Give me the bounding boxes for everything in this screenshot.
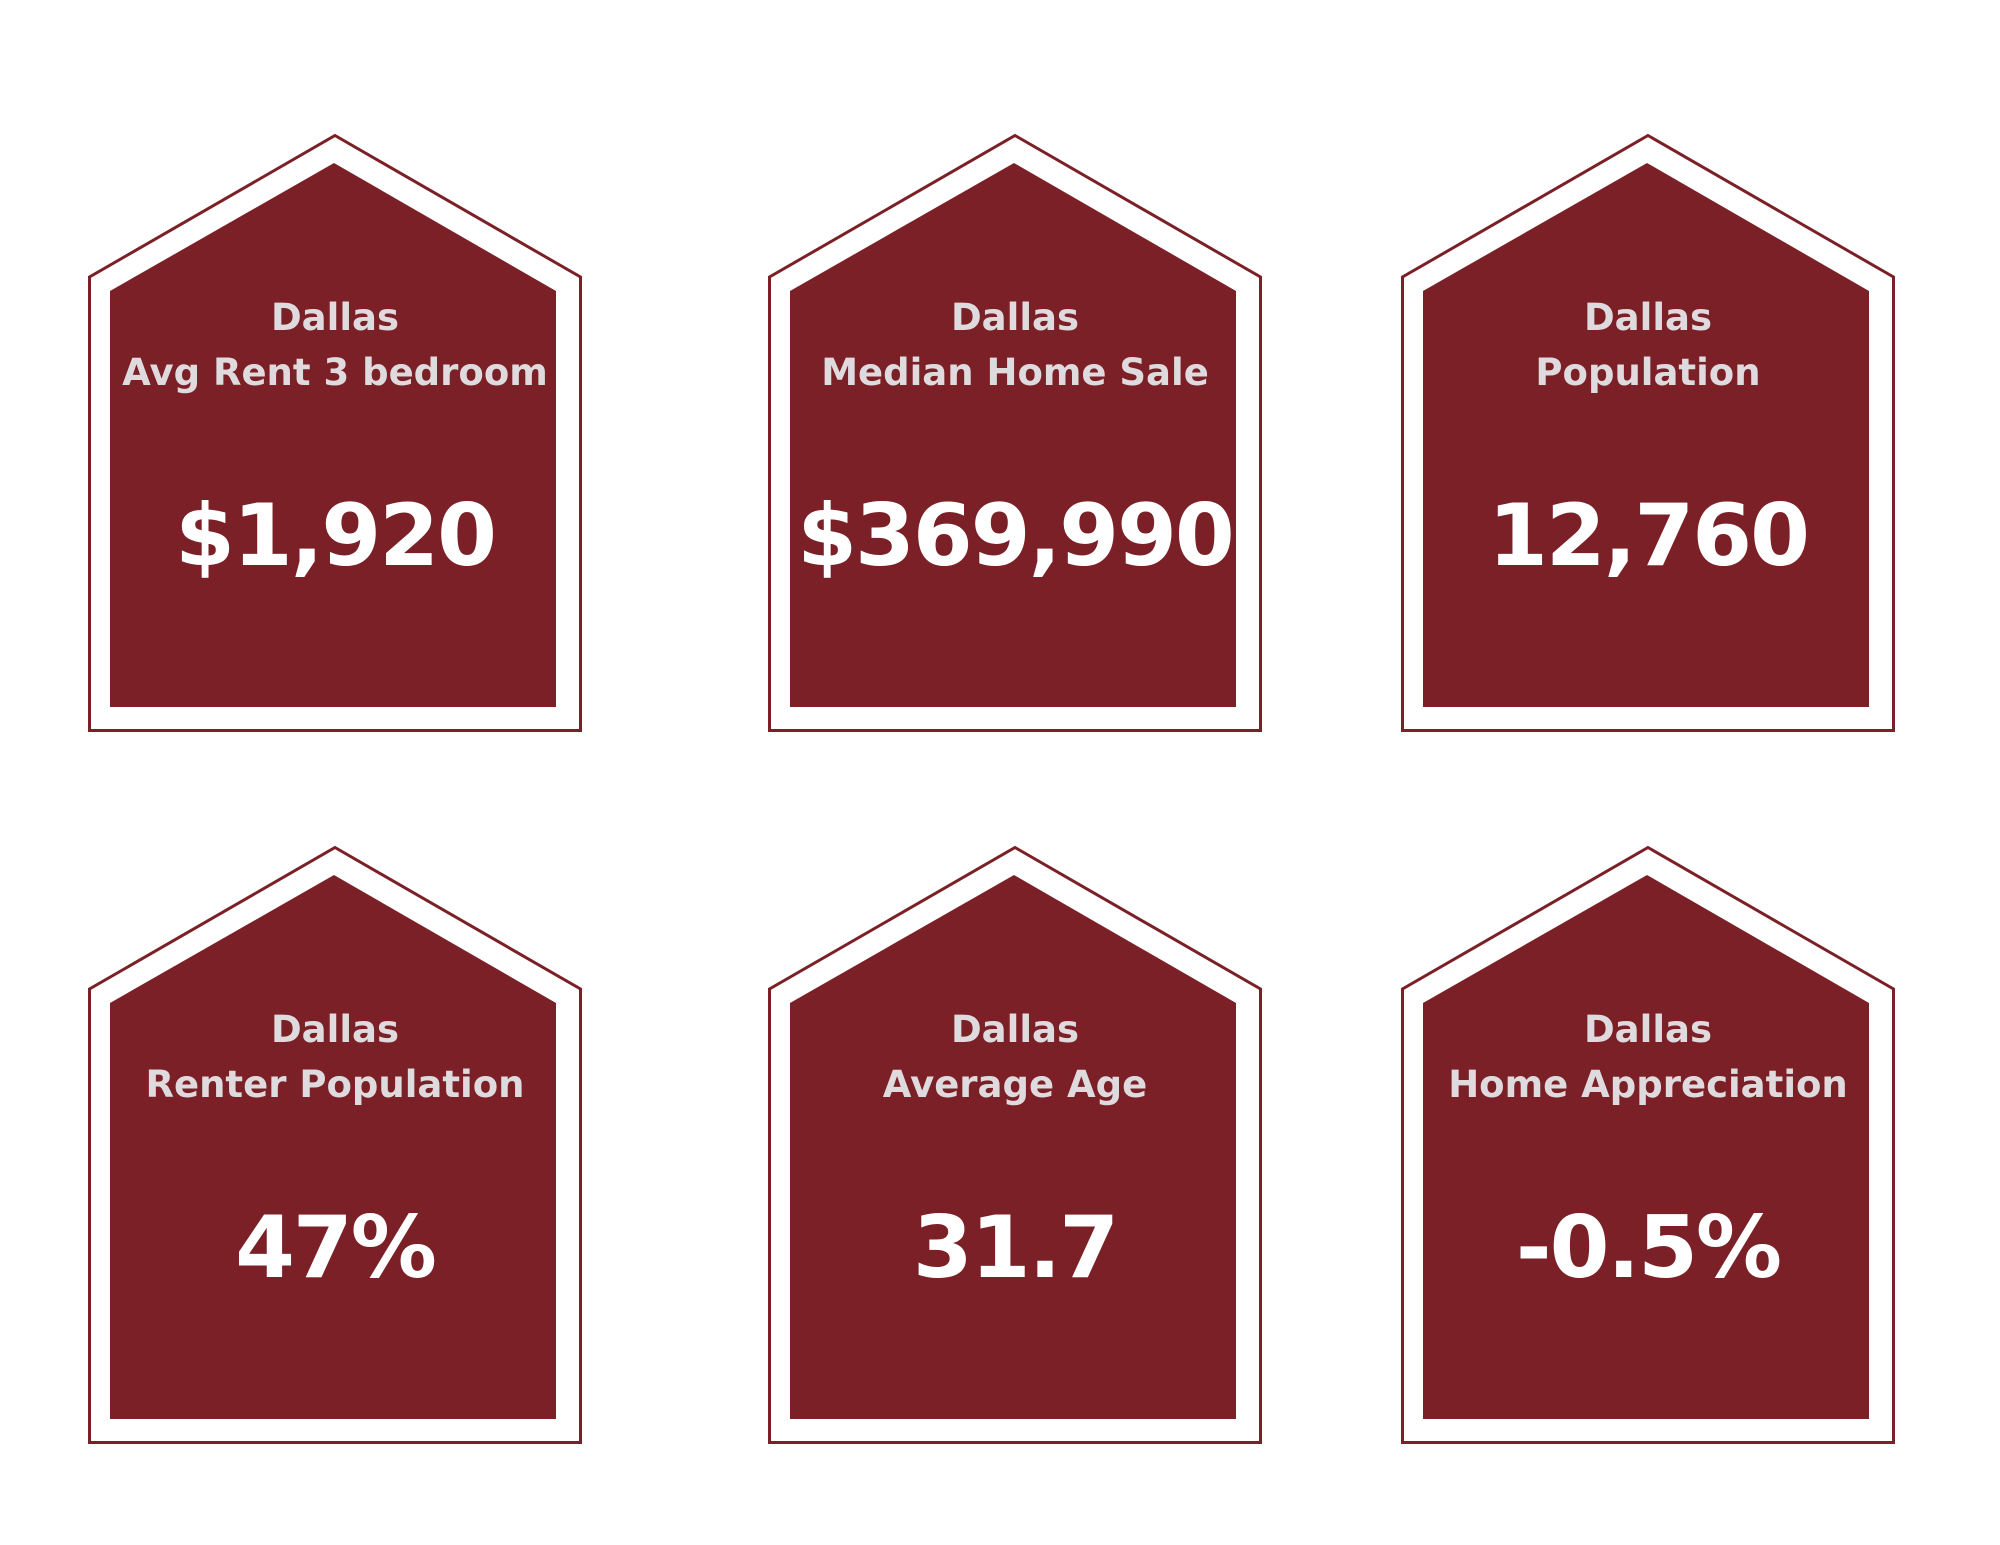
card-city: Dallas <box>1583 296 1713 339</box>
card-metric: Population <box>1535 351 1761 394</box>
card-value: -0.5% <box>1515 1198 1782 1298</box>
card-metric: Home Appreciation <box>1448 1063 1848 1106</box>
card-city: Dallas <box>950 296 1080 339</box>
card-metric: Renter Population <box>145 1063 525 1106</box>
stat-card-median-home-sale: Dallas Median Home Sale $369,990 <box>768 133 1262 732</box>
card-metric: Avg Rent 3 bedroom <box>122 351 548 394</box>
stat-card-average-age: Dallas Average Age 31.7 <box>768 845 1262 1444</box>
stat-card-renter-population: Dallas Renter Population 47% <box>88 845 582 1444</box>
card-title: Dallas Home Appreciation <box>1423 1002 1873 1112</box>
card-title: Dallas Population <box>1423 290 1873 400</box>
stat-card-population: Dallas Population 12,760 <box>1401 133 1895 732</box>
stat-card-avg-rent: Dallas Avg Rent 3 bedroom $1,920 <box>88 133 582 732</box>
house-shape-icon <box>88 845 582 1444</box>
card-metric: Average Age <box>882 1063 1148 1106</box>
card-city: Dallas <box>270 296 400 339</box>
card-value: $1,920 <box>175 486 497 586</box>
card-title: Dallas Avg Rent 3 bedroom <box>110 290 560 400</box>
card-value: 47% <box>235 1198 437 1298</box>
card-value: 12,760 <box>1488 486 1810 586</box>
card-title: Dallas Renter Population <box>110 1002 560 1112</box>
card-city: Dallas <box>1583 1008 1713 1051</box>
card-metric: Median Home Sale <box>821 351 1209 394</box>
card-title: Dallas Median Home Sale <box>790 290 1240 400</box>
house-shape-icon <box>768 845 1262 1444</box>
house-shape-icon <box>1401 845 1895 1444</box>
card-value: 31.7 <box>912 1198 1119 1298</box>
card-value: $369,990 <box>797 486 1235 586</box>
card-city: Dallas <box>950 1008 1080 1051</box>
stat-card-home-appreciation: Dallas Home Appreciation -0.5% <box>1401 845 1895 1444</box>
card-title: Dallas Average Age <box>790 1002 1240 1112</box>
house-shape-icon <box>1401 133 1895 732</box>
card-city: Dallas <box>270 1008 400 1051</box>
house-shape-icon <box>88 133 582 732</box>
house-shape-icon <box>768 133 1262 732</box>
